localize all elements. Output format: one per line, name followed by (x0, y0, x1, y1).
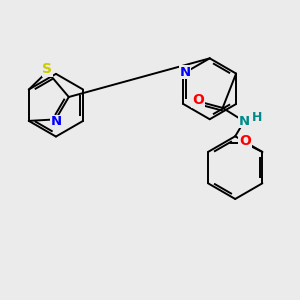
Text: S: S (42, 62, 52, 76)
Text: O: O (239, 134, 251, 148)
Text: O: O (192, 93, 204, 107)
Text: H: H (252, 111, 262, 124)
Text: N: N (51, 115, 62, 128)
Text: N: N (179, 66, 191, 79)
Text: N: N (238, 115, 250, 128)
